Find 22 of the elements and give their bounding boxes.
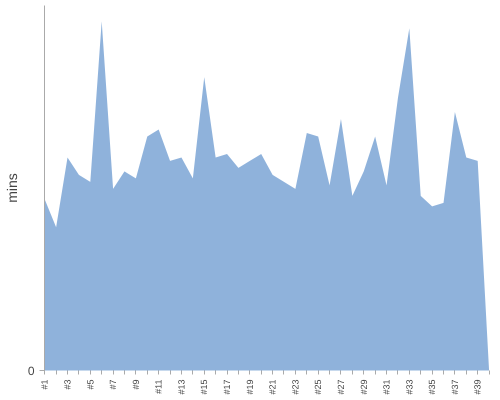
x-tick-label: #31 xyxy=(382,379,392,395)
x-tick-label: #9 xyxy=(130,379,141,390)
x-tick-label: #29 xyxy=(358,379,369,395)
x-tick-label: #5 xyxy=(85,379,96,390)
x-tick-label: #19 xyxy=(244,379,255,395)
x-tick-label: #23 xyxy=(290,379,300,395)
x-tick-label: #39 xyxy=(472,379,483,395)
x-tick-label: #37 xyxy=(450,379,460,395)
x-tick-label: #7 xyxy=(108,379,118,390)
x-tick-label: #17 xyxy=(222,379,232,395)
x-tick-label: #21 xyxy=(268,379,278,395)
text: 0 xyxy=(28,364,35,378)
x-tick-label: #11 xyxy=(154,379,164,394)
x-tick-label: #13 xyxy=(176,379,186,395)
y-axis-title: mins xyxy=(4,173,20,203)
x-tick-label: #25 xyxy=(313,379,324,395)
x-tick-label: #35 xyxy=(427,379,438,395)
x-tick-label: #3 xyxy=(62,379,73,390)
x-tick-label: #27 xyxy=(336,379,346,395)
x-tick-label: #1 xyxy=(40,379,50,390)
x-tick-label: #33 xyxy=(404,379,414,395)
x-tick-label: #15 xyxy=(199,379,210,395)
